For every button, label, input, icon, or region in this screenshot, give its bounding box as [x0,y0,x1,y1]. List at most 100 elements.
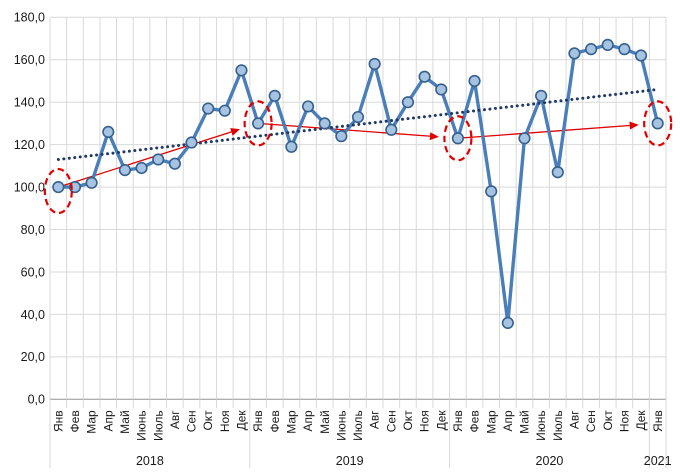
y-axis-labels: 0,0 20,0 40,0 60,0 80,0 100,0 120,0 140,0 160,0 1… [14,11,45,407]
arrowhead-icon [230,128,241,136]
gridlines [49,16,667,400]
x-tick-month-label: Мар [284,410,298,434]
y-tick-label: 100,0 [14,180,45,194]
x-tick-month-label: Окт [601,410,615,431]
data-point-marker [202,102,215,115]
highlight-ellipse [243,100,273,147]
year-label: 2020 [536,454,564,468]
x-tick-month-label: Июль [551,410,565,441]
highlight-ellipse [643,100,673,147]
x-axis-month-labels: Янв Фев Мар Апр Май Июнь Июль Авг Сен Окт Ноя Дек Ян… [51,410,664,441]
arrowhead-icon [629,121,639,130]
data-point-marker [168,157,181,170]
data-point-marker [451,132,464,145]
data-point-marker [485,185,498,198]
data-point-marker [351,110,365,124]
x-tick-month-label: Фев [468,410,482,432]
highlight-ellipses [43,100,673,215]
x-tick-month-label: Янв [51,410,65,432]
year-label: 2019 [336,454,364,468]
x-tick-month-label: Фев [68,410,82,432]
data-point-marker [634,49,648,62]
y-tick-label: 160,0 [14,53,45,67]
trend-arrow-line [58,130,235,188]
x-tick-month-label: Май [518,410,532,434]
data-point-marker [252,117,265,130]
data-point-marker [468,74,481,88]
y-tick-label: 40,0 [21,308,45,322]
year-label: 2021 [644,454,672,468]
data-point-marker [535,89,548,102]
annotation-arrows [58,121,639,188]
x-tick-month-label: Янв [651,410,665,432]
x-tick-month-label: Апр [501,410,515,432]
data-point-marker [568,47,581,60]
data-point-marker [501,316,514,330]
x-tick-month-label: Фев [268,410,282,432]
x-tick-month-label: Июль [151,410,165,441]
x-tick-month-label: Мар [484,410,498,434]
x-tick-month-label: Апр [301,410,315,432]
data-point-marker [368,57,381,71]
x-tick-month-label: Апр [101,410,115,432]
x-tick-month-label: Ноя [218,410,232,432]
data-point-marker [335,130,348,143]
x-tick-month-label: Дек [634,410,648,431]
y-tick-label: 180,0 [14,11,45,25]
x-tick-month-label: Май [318,410,332,434]
data-point-marker [152,153,165,166]
data-point-marker [301,100,315,113]
x-tick-month-label: Янв [251,410,265,432]
x-tick-month-label: Ноя [418,410,432,432]
data-point-marker [618,43,631,56]
y-tick-label: 60,0 [21,265,45,279]
x-tick-month-label: Сен [584,410,598,432]
x-tick-month-label: Июль [351,410,365,441]
y-tick-label: 20,0 [21,350,45,364]
y-tick-label: 140,0 [14,96,45,110]
x-tick-month-label: Авг [168,410,182,429]
x-tick-month-label: Янв [451,410,465,432]
data-point-marker [218,104,231,117]
axes [49,398,667,468]
data-point-marker [651,117,664,130]
x-tick-month-label: Сен [384,410,398,432]
y-tick-label: 0,0 [28,393,45,407]
x-tick-month-label: Дек [434,410,448,431]
x-tick-month-label: Окт [201,410,215,431]
x-tick-month-label: Июнь [135,410,149,441]
x-tick-month-label: Мар [85,410,99,434]
data-point-marker [318,117,331,130]
x-tick-month-label: Сен [185,410,199,432]
highlight-ellipse [443,115,473,162]
data-point-marker [551,166,564,179]
x-tick-month-label: Дек [235,410,249,431]
data-point-marker [268,89,281,102]
y-tick-label: 80,0 [21,223,45,237]
year-label: 2018 [136,454,164,468]
data-point-marker [418,70,431,83]
x-tick-month-label: Окт [401,410,415,431]
data-point-marker [118,164,132,177]
data-point-markers [52,38,664,330]
arrowhead-icon [429,132,439,141]
data-point-marker [102,125,115,138]
x-tick-month-label: Авг [368,410,382,429]
y-tick-label: 120,0 [14,138,45,152]
data-point-marker [435,83,448,96]
data-point-marker [285,140,298,153]
data-point-marker [584,43,598,56]
data-point-marker [85,176,98,189]
x-tick-month-label: Июнь [334,410,348,441]
data-point-marker [135,161,148,175]
x-axis-year-labels: 2018 2019 2020 2021 [136,454,672,468]
data-point-marker [52,180,65,194]
x-tick-month-label: Авг [568,410,582,429]
data-series-line [56,43,660,325]
data-point-marker [185,136,198,149]
data-point-marker [385,123,398,136]
data-point-marker [518,132,531,145]
x-tick-month-label: Июнь [534,410,548,441]
